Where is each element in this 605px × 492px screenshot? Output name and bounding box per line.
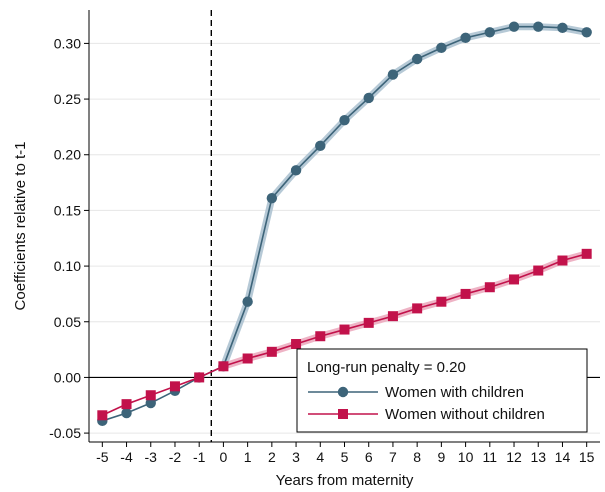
y-tick-label: 0.25 (54, 91, 81, 107)
legend-entry-without-children: Women without children (308, 406, 545, 423)
point-without-children (315, 331, 326, 342)
point-with-children (315, 140, 326, 152)
point-without-children (387, 311, 398, 322)
point-without-children (436, 296, 447, 307)
point-with-children (121, 407, 132, 419)
legend: Long-run penalty = 0.20 Women with child… (296, 348, 588, 433)
point-without-children (266, 346, 277, 357)
point-without-children (557, 255, 568, 266)
x-tick-label: 5 (341, 449, 349, 465)
x-tick-label: 12 (506, 449, 522, 465)
legend-header: Long-run penalty = 0.20 (307, 359, 466, 376)
y-tick-label: 0.05 (54, 314, 81, 330)
y-tick-label: 0.15 (54, 202, 81, 218)
point-with-children (436, 42, 447, 54)
point-without-children (218, 361, 229, 372)
point-with-children (581, 27, 592, 38)
point-without-children (97, 410, 108, 421)
point-without-children (581, 248, 592, 259)
x-tick-label: -3 (145, 449, 158, 465)
x-tick-label: 13 (530, 449, 546, 465)
x-tick-label: -5 (96, 449, 109, 465)
point-without-children (291, 339, 302, 350)
point-with-children (411, 53, 423, 65)
legend-marker-without-children (338, 409, 348, 419)
x-tick-label: 2 (268, 449, 276, 465)
point-without-children (533, 265, 544, 276)
x-tick-label: 7 (389, 449, 397, 465)
point-without-children (169, 381, 180, 392)
legend-entry-with-children: Women with children (308, 384, 524, 401)
point-with-children (339, 115, 350, 126)
point-with-children (290, 165, 302, 176)
x-tick-label: 0 (220, 449, 228, 465)
x-tick-label: 4 (316, 449, 324, 465)
point-with-children (363, 92, 374, 104)
x-tick-label: 3 (292, 449, 300, 465)
point-without-children (145, 390, 156, 401)
point-with-children (508, 21, 520, 32)
point-with-children (266, 192, 278, 204)
legend-marker-with-children (337, 386, 349, 398)
x-tick-label: -4 (120, 449, 133, 465)
point-without-children (242, 353, 253, 364)
point-without-children (339, 324, 350, 335)
y-tick-label: 0.10 (54, 258, 81, 274)
y-tick-label: 0.30 (54, 35, 81, 51)
point-without-children (194, 372, 205, 383)
x-tick-label: 1 (244, 449, 252, 465)
x-tick-label: 6 (365, 449, 373, 465)
series-layer (97, 21, 592, 427)
point-with-children (484, 27, 496, 38)
point-without-children (509, 274, 520, 285)
y-tick-label: -0.05 (49, 425, 81, 441)
x-tick-label: -2 (169, 449, 182, 465)
y-tick-label: 0.20 (54, 147, 81, 163)
point-without-children (484, 282, 495, 293)
legend-label-with-children: Women with children (385, 384, 524, 401)
point-with-children (242, 296, 253, 307)
x-tick-label: 14 (555, 449, 571, 465)
y-tick-label: 0.00 (54, 369, 81, 385)
point-without-children (121, 399, 132, 410)
x-tick-label: 15 (579, 449, 595, 465)
point-without-children (412, 303, 423, 314)
x-tick-label: 10 (458, 449, 474, 465)
ticks: -0.050.000.050.100.150.200.250.30-5 -4 -3-… (49, 35, 595, 465)
point-with-children (533, 21, 544, 32)
x-tick-label: 11 (483, 449, 498, 465)
point-without-children (460, 288, 471, 299)
point-with-children (557, 22, 568, 34)
point-with-children (145, 397, 156, 409)
point-without-children (363, 317, 374, 328)
legend-label-without-children: Women without children (385, 406, 545, 423)
x-tick-label: -1 (193, 449, 206, 465)
x-axis-title: Years from maternity (276, 472, 414, 489)
x-tick-label: 8 (413, 449, 421, 465)
x-tick-label: 9 (437, 449, 445, 465)
point-with-children (387, 69, 399, 80)
y-axis-title: Coefficients relative to t-1 (12, 142, 29, 311)
point-with-children (460, 32, 471, 44)
